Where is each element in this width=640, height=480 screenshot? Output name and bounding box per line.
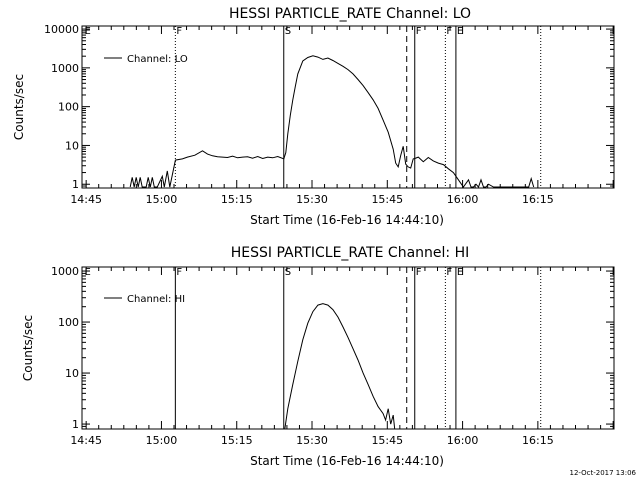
flag-label: E	[85, 267, 91, 278]
x-tick-label: 15:30	[296, 434, 328, 447]
legend-label: Channel: LO	[127, 54, 188, 65]
flag-label: F	[416, 267, 422, 278]
y-tick-label: 100	[58, 101, 79, 114]
chart-title: HESSI PARTICLE_RATE Channel: HI	[231, 245, 469, 261]
plot-frame	[81, 266, 615, 430]
y-axis-label: Counts/sec	[12, 74, 26, 140]
legend: Channel: HI	[104, 294, 185, 305]
chart-title: HESSI PARTICLE_RATE Channel: LO	[229, 6, 471, 22]
x-tick-label: 14:45	[70, 193, 102, 206]
x-tick-label: 15:45	[371, 193, 403, 206]
flag-label: S	[285, 267, 291, 278]
x-tick-label: 15:15	[221, 434, 253, 447]
x-tick-label: 16:15	[522, 434, 554, 447]
x-axis-label: Start Time (16-Feb-16 14:44:10)	[250, 454, 444, 468]
y-tick-label: 1	[72, 178, 79, 191]
flag-label: F	[416, 26, 422, 37]
y-axis: 1 10 100 1000 10000	[44, 23, 614, 191]
x-tick-label: 15:30	[296, 193, 328, 206]
y-tick-label: 1000	[51, 265, 79, 278]
x-axis: 14:45 15:00 15:15 15:30 15:45 16:00 16:15	[70, 26, 614, 206]
series-group	[129, 55, 535, 188]
x-tick-label: 15:15	[221, 193, 253, 206]
x-tick-label: 16:00	[447, 193, 479, 206]
y-tick-label: 10	[65, 367, 79, 380]
flag-label: F	[446, 26, 452, 37]
flag-label: S	[285, 26, 291, 37]
legend-label: Channel: HI	[127, 294, 185, 305]
series-line	[284, 303, 396, 429]
x-axis-label: Start Time (16-Feb-16 14:44:10)	[250, 213, 444, 227]
flag-label: F	[176, 26, 182, 37]
y-tick-label: 10	[65, 139, 79, 152]
date-stamp: 12-Oct-2017 13:06	[570, 469, 637, 477]
x-tick-label: 16:15	[522, 193, 554, 206]
x-tick-label: 15:00	[146, 434, 178, 447]
legend: Channel: LO	[104, 54, 188, 65]
x-tick-label: 15:45	[371, 434, 403, 447]
series-line	[129, 55, 535, 188]
flag-label: F	[446, 267, 452, 278]
x-tick-label: 14:45	[70, 434, 102, 447]
y-tick-label: 100	[58, 316, 79, 329]
y-axis-label: Counts/sec	[21, 315, 35, 381]
series-group	[284, 303, 396, 429]
flag-label: E	[85, 26, 91, 37]
x-tick-label: 16:00	[447, 434, 479, 447]
y-tick-label: 1	[72, 418, 79, 431]
flag-label: F	[176, 267, 182, 278]
y-axis: 1 10 100 1000	[51, 265, 614, 431]
x-tick-label: 15:00	[146, 193, 178, 206]
x-axis: 14:45 15:00 15:15 15:30 15:45 16:00 16:15	[70, 267, 614, 447]
plot-frame	[81, 25, 615, 189]
flag-label: E	[457, 26, 463, 37]
y-tick-label: 10000	[44, 23, 79, 36]
y-tick-label: 1000	[51, 62, 79, 75]
flag-label: E	[457, 267, 463, 278]
